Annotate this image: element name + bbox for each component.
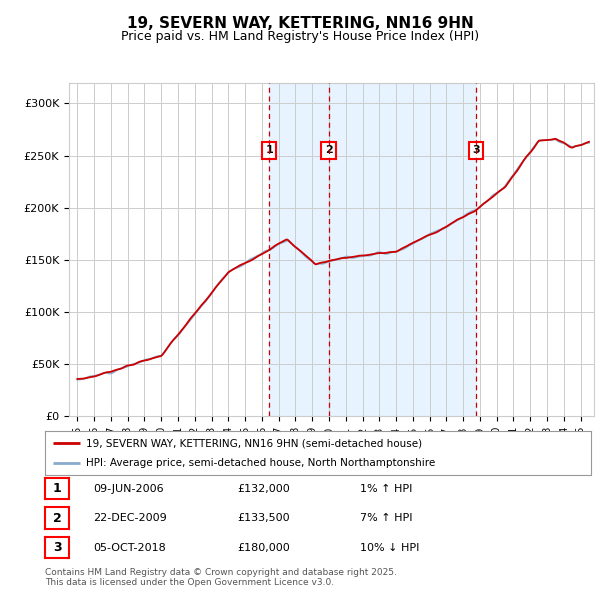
Text: 22-DEC-2009: 22-DEC-2009 <box>93 513 167 523</box>
Text: £180,000: £180,000 <box>237 543 290 552</box>
Text: Contains HM Land Registry data © Crown copyright and database right 2025.
This d: Contains HM Land Registry data © Crown c… <box>45 568 397 587</box>
Text: 10% ↓ HPI: 10% ↓ HPI <box>360 543 419 552</box>
Text: 3: 3 <box>472 145 480 155</box>
Text: 19, SEVERN WAY, KETTERING, NN16 9HN: 19, SEVERN WAY, KETTERING, NN16 9HN <box>127 16 473 31</box>
Text: 7% ↑ HPI: 7% ↑ HPI <box>360 513 413 523</box>
Text: 05-OCT-2018: 05-OCT-2018 <box>93 543 166 552</box>
Text: 2: 2 <box>325 145 332 155</box>
Bar <box>329 83 476 416</box>
Text: 1: 1 <box>265 145 273 155</box>
Text: 2: 2 <box>53 512 61 525</box>
Text: 1% ↑ HPI: 1% ↑ HPI <box>360 484 412 493</box>
Bar <box>269 83 329 416</box>
Text: HPI: Average price, semi-detached house, North Northamptonshire: HPI: Average price, semi-detached house,… <box>86 458 435 467</box>
Text: 19, SEVERN WAY, KETTERING, NN16 9HN (semi-detached house): 19, SEVERN WAY, KETTERING, NN16 9HN (sem… <box>86 438 422 448</box>
Text: £133,500: £133,500 <box>237 513 290 523</box>
Text: 09-JUN-2006: 09-JUN-2006 <box>93 484 164 493</box>
Text: Price paid vs. HM Land Registry's House Price Index (HPI): Price paid vs. HM Land Registry's House … <box>121 30 479 43</box>
Text: 3: 3 <box>53 541 61 554</box>
Text: £132,000: £132,000 <box>237 484 290 493</box>
Text: 1: 1 <box>53 482 61 495</box>
